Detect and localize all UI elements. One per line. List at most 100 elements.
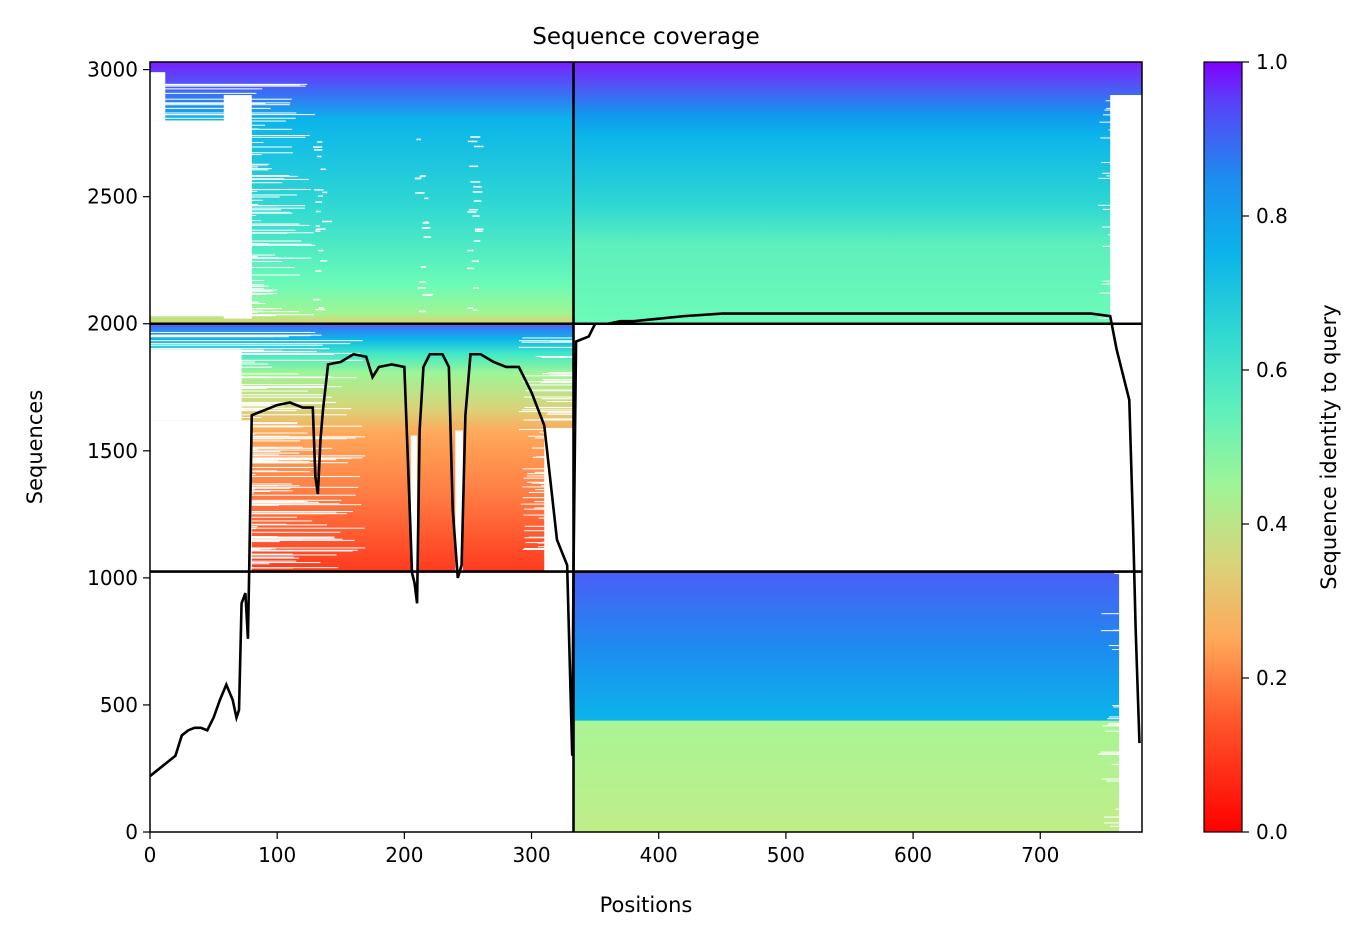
block-top-right: [573, 62, 1142, 324]
gap-region: [150, 84, 300, 86]
gap-region: [315, 225, 320, 227]
x-tick-label: 0: [144, 843, 157, 867]
gap-region: [1102, 208, 1142, 210]
gap-region: [150, 257, 295, 259]
gap-region: [150, 353, 335, 355]
gap-region: [1106, 175, 1142, 177]
gap-region: [1113, 401, 1142, 403]
gap-region: [1098, 397, 1142, 399]
gap-region: [315, 228, 326, 230]
gap-region: [315, 210, 321, 213]
gap-region: [472, 191, 483, 193]
gap-region: [150, 457, 363, 459]
gap-region: [1114, 573, 1142, 575]
gap-region: [1113, 561, 1142, 563]
gap-region: [150, 175, 290, 177]
gap-region: [522, 548, 574, 550]
y-tick-label: 2500: [87, 185, 138, 209]
colorbar: [1203, 61, 1243, 833]
gap-region: [150, 169, 249, 171]
gap-region: [543, 380, 574, 382]
gap-region: [150, 516, 297, 518]
gap-region: [468, 208, 479, 211]
gap-region: [150, 526, 258, 528]
y-axis-ticks: 0 500 1000 1500 2000 2500 3000: [87, 58, 150, 844]
gap-region: [150, 567, 339, 569]
gap-region: [544, 436, 574, 438]
gap-region: [150, 512, 337, 514]
gap-region: [419, 281, 426, 283]
gap-region: [1107, 718, 1142, 720]
gap-region: [473, 200, 482, 202]
gap-region: [1100, 630, 1142, 632]
gap-region: [1102, 280, 1142, 282]
gap-region: [150, 274, 300, 276]
gap-region: [150, 243, 312, 245]
gap-region: [150, 112, 297, 114]
gap-region: [150, 550, 353, 552]
gap-region: [150, 344, 323, 346]
gap-region: [1101, 283, 1142, 285]
y-tick-label: 0: [125, 820, 138, 844]
gap-region: [542, 432, 574, 434]
gap-region: [150, 283, 240, 285]
gap-region: [544, 533, 574, 535]
gap-region: [318, 195, 324, 197]
x-axis-ticks: 0 100 200 300 400 500 600 700: [144, 832, 1059, 867]
gap-region: [1098, 177, 1142, 179]
gap-region: [472, 215, 480, 217]
gap-region: [150, 279, 265, 281]
gap-region: [529, 389, 574, 391]
gap-region: [150, 537, 333, 539]
gap-region: [150, 275, 240, 277]
gap-region: [518, 428, 574, 431]
gap-region: [150, 141, 264, 143]
gap-region: [150, 163, 270, 165]
gap-region: [150, 471, 311, 473]
gap-region: [150, 501, 308, 503]
gap-region: [1097, 753, 1142, 755]
gap-region: [470, 181, 481, 183]
gap-region: [150, 310, 253, 312]
gap-region: [1097, 475, 1142, 477]
gap-region: [150, 539, 355, 541]
gap-region: [150, 205, 306, 207]
gap-region: [150, 260, 253, 262]
gap-region: [150, 152, 293, 154]
gap-region: [150, 455, 366, 457]
gap-region: [150, 288, 265, 290]
gap-region: [150, 452, 300, 454]
colorbar-label: Sequence identity to query: [1317, 304, 1341, 589]
gap-region: [150, 315, 274, 317]
y-tick-label: 1000: [87, 566, 138, 590]
gap-region: [470, 136, 481, 138]
gap-region: [150, 547, 366, 549]
gap-region: [150, 447, 333, 449]
gap-region: [1110, 825, 1142, 827]
gap-region: [150, 425, 363, 427]
gap-region: [1113, 706, 1142, 708]
gap-region: [524, 537, 574, 539]
gap-region: [150, 214, 257, 216]
gap-region: [473, 309, 478, 311]
gap-region: [528, 435, 574, 437]
gap-region: [150, 164, 268, 166]
gap-region: [1098, 204, 1142, 206]
gap-region: [541, 485, 574, 487]
gap-region: [314, 189, 324, 191]
gap-region: [1099, 121, 1142, 123]
gap-region: [423, 236, 432, 238]
gap-region: [548, 492, 574, 494]
gap-region: [150, 136, 306, 138]
gap-region: [1112, 705, 1142, 707]
gap-region: [521, 409, 574, 411]
gap-region: [150, 132, 246, 134]
gap-region: [150, 417, 262, 419]
colorbar-tick-label: 0.2: [1256, 666, 1288, 690]
gap-region: [150, 520, 313, 522]
x-tick-label: 100: [258, 843, 296, 867]
gap-region: [322, 191, 328, 194]
gap-region: [543, 519, 574, 521]
gap-region: [150, 450, 281, 452]
gap-region: [417, 287, 426, 289]
